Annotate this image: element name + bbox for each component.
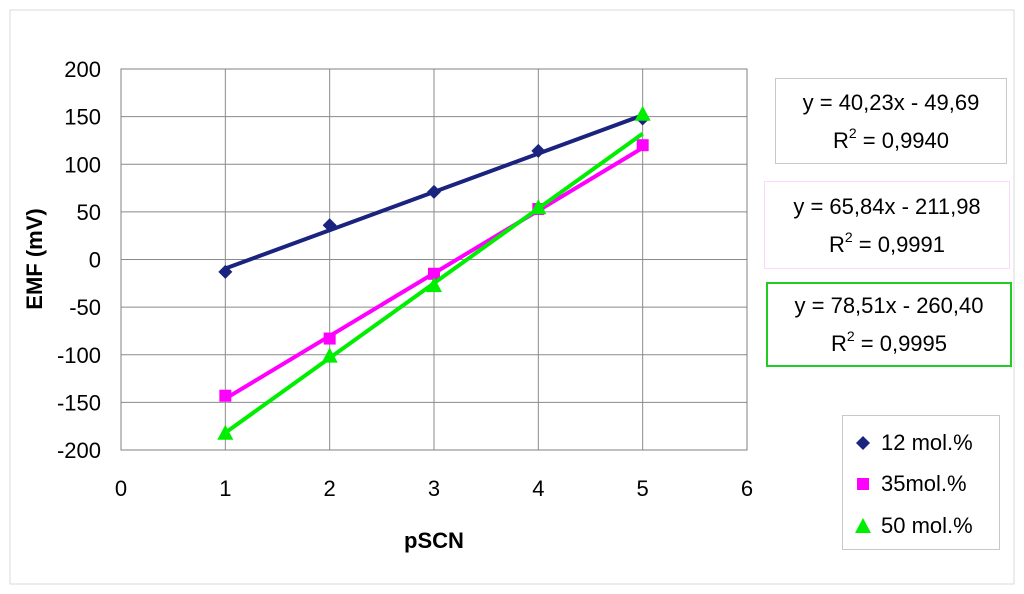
- y-tick-label: 0: [89, 248, 101, 273]
- legend-item-50: 50 mol.%: [853, 511, 973, 541]
- equation-text: y = 40,23x - 49,69: [802, 90, 980, 115]
- y-tick-label: -150: [57, 390, 101, 415]
- data-point: [531, 143, 546, 158]
- data-point: [427, 184, 441, 199]
- y-axis-title: EMF (mV): [22, 208, 47, 309]
- r-squared-text: R2 = 0,9991: [828, 228, 946, 257]
- equation-text: y = 65,84x - 211,98: [793, 194, 981, 219]
- y-tick-label: 100: [64, 152, 101, 177]
- y-tick-label: -100: [57, 343, 101, 368]
- data-point: [217, 424, 234, 440]
- legend-label: 50 mol.%: [881, 513, 973, 538]
- trendline-equation-35: y = 65,84x - 211,98 R2 = 0,9991: [764, 181, 1010, 269]
- diamond-marker-icon: [853, 433, 873, 453]
- legend: 12 mol.% 35mol.% 50 mol.%: [842, 415, 1000, 550]
- data-point: [530, 199, 547, 215]
- r-squared-text: R2 = 0,9940: [832, 124, 950, 153]
- x-tick-label: 5: [637, 476, 649, 501]
- legend-label: 12 mol.%: [881, 430, 973, 455]
- series-0: [218, 111, 650, 279]
- trendline-equation-50: y = 78,51x - 260,40 R2 = 0,9995: [766, 282, 1012, 367]
- series-2: [217, 105, 651, 440]
- legend-item-35: 35mol.%: [853, 469, 967, 499]
- data-point: [323, 332, 336, 345]
- y-tick-label: -50: [69, 295, 101, 320]
- data-point: [218, 264, 233, 279]
- data-point: [321, 347, 338, 363]
- x-tick-label: 3: [428, 476, 440, 501]
- data-point: [428, 267, 440, 280]
- plot-area-border: [120, 68, 748, 451]
- series-layer: [217, 105, 651, 440]
- data-point: [634, 105, 651, 121]
- data-point: [636, 139, 649, 152]
- y-tick-label: -200: [57, 438, 101, 463]
- x-tick-label: 2: [324, 476, 336, 501]
- equation-text: y = 78,51x - 260,40: [794, 293, 984, 318]
- x-tick-label: 0: [115, 476, 127, 501]
- data-point: [219, 389, 232, 402]
- x-tick-label: 1: [219, 476, 231, 501]
- data-point: [426, 277, 442, 293]
- tick-labels: 0 1 2 3 4 5 6 200 150 100 50 0 -50 -100 -150 -200: [57, 57, 753, 501]
- data-point: [322, 218, 337, 233]
- square-marker-icon: [853, 474, 873, 494]
- legend-item-12: 12 mol.%: [853, 428, 973, 458]
- triangle-marker-icon: [853, 516, 873, 536]
- x-axis-title: pSCN: [404, 528, 464, 553]
- trendline-equation-12: y = 40,23x - 49,69 R2 = 0,9940: [775, 78, 1007, 164]
- legend-label: 35mol.%: [881, 471, 967, 496]
- y-tick-label: 200: [64, 57, 101, 82]
- y-tick-label: 150: [64, 105, 101, 130]
- x-tick-label: 4: [532, 476, 544, 501]
- x-tick-label: 6: [741, 476, 753, 501]
- y-tick-label: 50: [77, 200, 101, 225]
- r-squared-text: R2 = 0,9995: [830, 327, 948, 356]
